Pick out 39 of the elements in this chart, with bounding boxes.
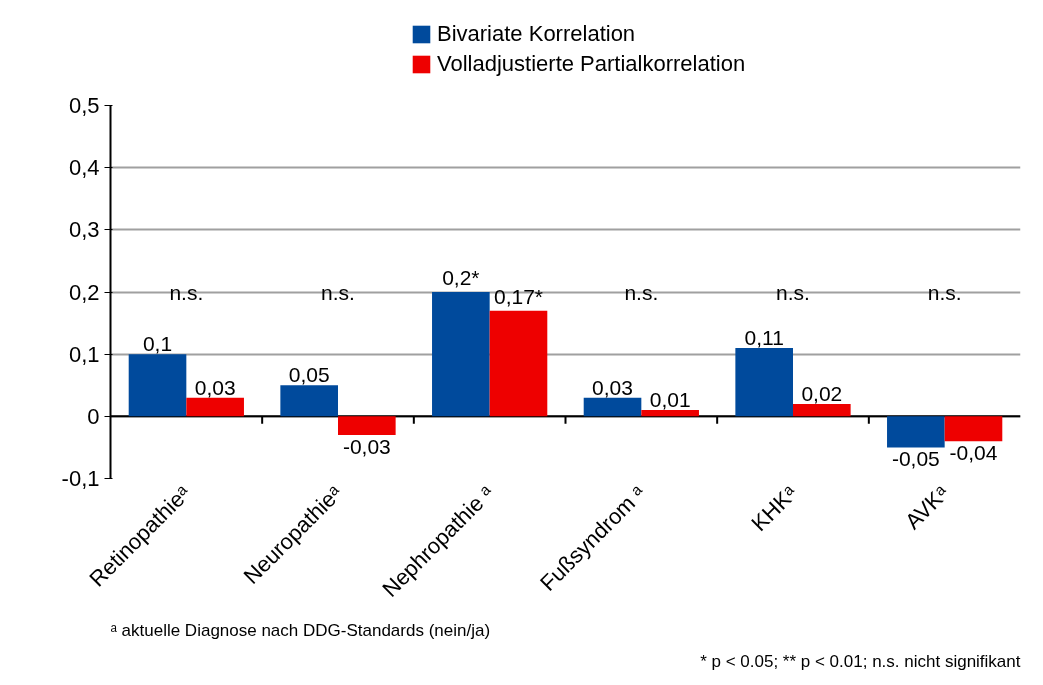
data-label: 0,01 [649,388,691,412]
data-label: 0,17* [493,284,544,308]
data-label: 0,02 [801,381,843,405]
bar [735,347,793,417]
y-tick-label: 0,4 [68,155,100,181]
bar [793,403,851,417]
legend-label: Volladjustierte Partialkorrelation [437,51,746,77]
data-label: 0,2* [442,266,480,289]
data-label: -0,03 [342,434,391,458]
data-label: -0,05 [891,447,940,471]
data-label: 0,05 [288,363,330,387]
text: ᵃ aktuelle Diagnose nach DDG-Standards (nein/ja) [110,620,491,640]
bar [338,416,396,435]
data-label: 0,1 [142,332,173,356]
bar [583,397,642,417]
annotation: n.s. [169,281,204,305]
bar [280,385,338,417]
bar [128,354,187,417]
legend-label: Bivariate Korrelation [437,21,636,47]
y-tick-label: 0,1 [68,341,100,367]
annotation: n.s. [927,281,962,305]
annotation: n.s. [776,281,810,305]
data-label: 0,11 [744,325,784,349]
bar [489,310,548,417]
annotation: n.s. [321,281,355,305]
data-label: -0,04 [949,441,998,465]
y-tick-label: 0,5 [68,93,100,118]
annotation: n.s. [624,281,659,305]
bar [186,397,244,417]
bar [944,416,1003,442]
bar [887,416,945,448]
data-label: 0,03 [592,375,633,399]
text: * p < 0.05; ** p < 0.01; n.s. nicht signifikant [700,651,1021,671]
y-tick-label: 0 [87,403,100,429]
y-tick-label: 0,2 [68,279,100,305]
y-tick-label: 0,3 [68,217,100,243]
bar [641,410,699,417]
bar [432,292,490,417]
data-label: 0,03 [194,375,236,399]
